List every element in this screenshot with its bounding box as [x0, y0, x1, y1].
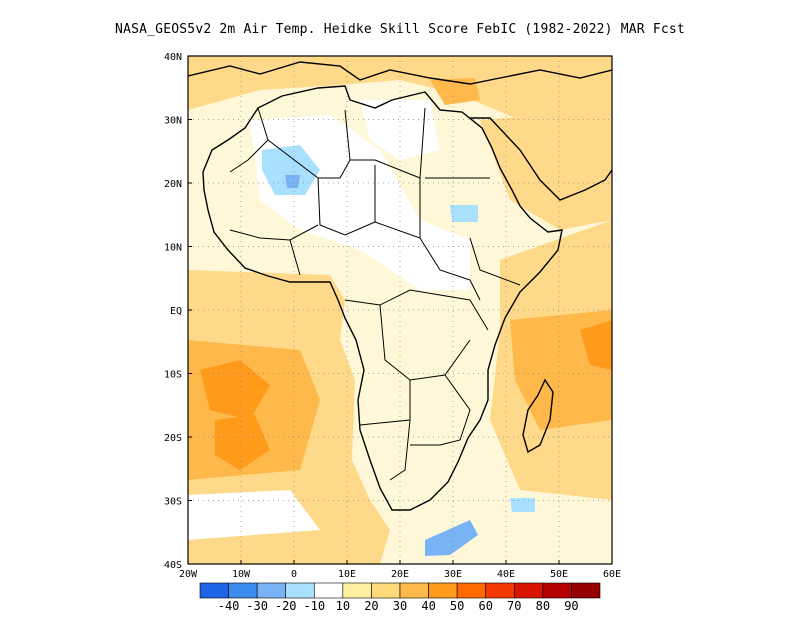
- border-line-2: [267, 109, 351, 179]
- cool-patch-south: [425, 520, 478, 556]
- colorbar-box: [313, 582, 344, 599]
- lat-tick-label: 40N: [164, 52, 182, 63]
- colorbar-label: 50: [450, 599, 464, 613]
- colorbar-boxes: [199, 582, 601, 599]
- colorbar-label: 70: [507, 599, 521, 613]
- colorbar-box: [485, 582, 515, 599]
- colorbar-label: 80: [536, 599, 550, 613]
- country-borders: [229, 107, 521, 481]
- border-line-15: [229, 224, 319, 241]
- border-line-6: [374, 221, 481, 301]
- lat-tick-label: 10S: [164, 370, 182, 381]
- colorbar-label: -20: [275, 599, 297, 613]
- arabia-warm: [480, 110, 612, 230]
- cool-patch-sudan: [450, 205, 478, 222]
- map-title: NASA_GEOS5v2 2m Air Temp. Heidke Skill S…: [115, 22, 685, 37]
- lat-tick-label: 40S: [164, 560, 182, 571]
- colorbar-label: -30: [246, 599, 268, 613]
- madagascar-coastline: [522, 378, 554, 454]
- africa-coastline: [202, 85, 563, 511]
- colorbar-box: [513, 582, 544, 599]
- border-line-3: [350, 107, 426, 179]
- colorbar-box: [371, 582, 401, 599]
- south-ocean-white: [188, 490, 320, 540]
- lon-tick-label: 50E: [550, 569, 568, 580]
- cool-patch-west-sahara: [262, 145, 320, 195]
- lon-tick-label: 30E: [444, 569, 462, 580]
- colorbar-box: [285, 582, 315, 599]
- colorbar-label: 30: [393, 599, 407, 613]
- border-line-13: [410, 374, 471, 446]
- lat-tick-label: EQ: [170, 306, 182, 317]
- colorbar-box: [428, 582, 458, 599]
- colorbar-box: [456, 582, 487, 599]
- lon-tick-label: 40E: [497, 569, 515, 580]
- lat-tick-label: 10N: [164, 243, 182, 254]
- border-line-16: [289, 239, 301, 276]
- ocean-indian-core: [580, 320, 612, 370]
- coastlines: [188, 61, 612, 511]
- arabia-coastline: [470, 117, 612, 201]
- colorbar-box: [228, 582, 258, 599]
- colorbar-label: 10: [336, 599, 350, 613]
- lat-tick-label: 30S: [164, 497, 182, 508]
- lon-tick-label: 10W: [232, 569, 251, 580]
- colorbar-labels: -40 -30 -20 -10 10 20 30 40 50 60 70 80 90: [218, 599, 579, 613]
- cool-patch-madagascar-south: [510, 498, 535, 512]
- lon-tick-label: 20W: [179, 569, 198, 580]
- colorbar-box: [342, 582, 372, 599]
- axis-ticks: 20W 10W 0 10E 20E 30E 40E 50E 60E 40N 30N 20N 10N EQ 1…: [164, 52, 621, 580]
- border-line-8: [469, 237, 521, 286]
- lon-tick-label: 0: [291, 569, 297, 580]
- colorbar-box: [542, 582, 572, 599]
- border-line-9: [344, 289, 471, 306]
- colorbar-label: -40: [218, 599, 240, 613]
- lat-tick-label: 20S: [164, 433, 182, 444]
- ocean-orange-core-1: [200, 360, 270, 420]
- colorbar-box: [571, 582, 601, 599]
- lon-tick-label: 60E: [603, 569, 621, 580]
- cool-core-west-sahara: [285, 175, 300, 188]
- border-line-5: [317, 165, 376, 236]
- colorbar-box: [399, 582, 429, 599]
- colorbar-box: [256, 582, 287, 599]
- colorbar-label: 90: [564, 599, 578, 613]
- mediterranean-orange: [430, 78, 480, 105]
- colorbar-label: 60: [478, 599, 492, 613]
- lat-tick-label: 30N: [164, 116, 182, 127]
- colorbar-label: -10: [303, 599, 325, 613]
- colorbar-label: 20: [364, 599, 378, 613]
- border-line-12: [389, 419, 411, 481]
- lon-tick-label: 20E: [391, 569, 409, 580]
- libya-white: [360, 100, 440, 160]
- lon-tick-label: 10E: [338, 569, 356, 580]
- lat-tick-label: 20N: [164, 179, 182, 190]
- grid-lines: [188, 56, 612, 564]
- ocean-orange-core-2: [215, 415, 270, 470]
- border-line-14: [469, 299, 489, 331]
- border-line-1: [229, 107, 269, 173]
- europe-coastline: [188, 61, 612, 85]
- colorbar-label: 40: [421, 599, 435, 613]
- colorbar-box: [199, 582, 229, 599]
